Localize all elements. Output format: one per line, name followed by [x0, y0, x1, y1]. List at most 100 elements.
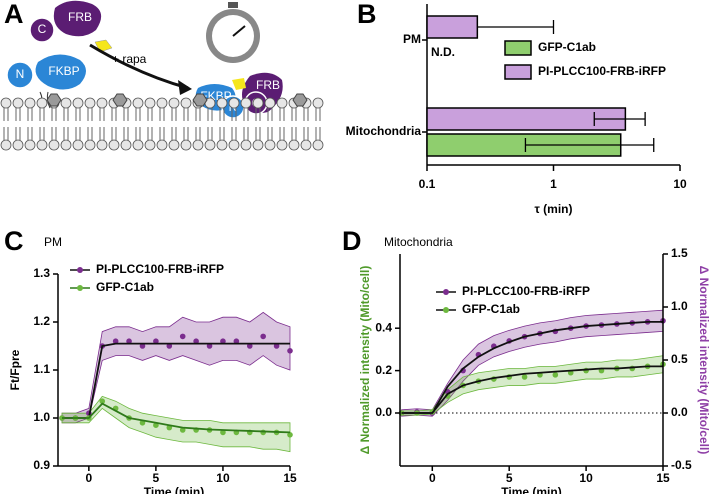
- lipid-head: [72, 139, 84, 151]
- lipid-head: [24, 97, 36, 109]
- data-point: [233, 338, 240, 345]
- x-axis-label: Time (min): [144, 485, 204, 494]
- data-point: [139, 343, 146, 349]
- lipid-head: [204, 139, 216, 151]
- data-point: [521, 374, 528, 380]
- lipid-head: [192, 139, 204, 151]
- y2-tick-label: 1.0: [671, 299, 688, 313]
- lipid-head: [72, 97, 84, 109]
- fit-line: [62, 342, 290, 419]
- lipid-head: [132, 97, 144, 109]
- data-point: [193, 338, 199, 345]
- x-tick-label: 15: [656, 471, 670, 485]
- y2-tick-label: 0.0: [671, 405, 688, 419]
- lipid-head: [0, 139, 12, 151]
- arrow-head: [178, 80, 192, 95]
- data-point: [260, 333, 266, 340]
- diagram-label: FRB: [68, 10, 92, 24]
- lipid-head: [252, 139, 264, 151]
- x-tick-label: 5: [506, 471, 513, 485]
- data-point: [220, 429, 226, 436]
- data-point: [206, 343, 213, 349]
- y-tick-label: 1.1: [33, 362, 50, 376]
- x-tick-label: 15: [283, 471, 297, 485]
- y2-tick-label: 0.5: [671, 352, 688, 366]
- chart-title: Mitochondria: [384, 235, 453, 249]
- lipid-head: [216, 139, 228, 151]
- lipid-head: [132, 139, 144, 151]
- lipid-head: [288, 139, 300, 151]
- legend-label: GFP-C1ab: [538, 40, 596, 54]
- x-tick-label: 0: [86, 471, 93, 485]
- lipid-head: [276, 97, 288, 109]
- lipid-head: [96, 97, 108, 109]
- legend-label: GFP-C1ab: [96, 280, 154, 294]
- x-tick-label: 10: [673, 177, 687, 191]
- x-axis-label: τ (min): [534, 202, 572, 216]
- lipid-head: [276, 139, 288, 151]
- legend-swatch: [504, 64, 532, 80]
- y-axis-label: Ft/Fpre: [8, 349, 22, 390]
- lipid-head: [228, 97, 240, 109]
- stopwatch-crown: [228, 2, 238, 8]
- confidence-band: [401, 355, 664, 416]
- legend-marker: [443, 289, 449, 295]
- x-tick-label: 10: [579, 471, 593, 485]
- data-point: [112, 338, 119, 345]
- diagram-label: FKBP: [48, 64, 79, 78]
- y-tick-label: 0.2: [375, 363, 392, 377]
- x-tick-label: 0: [429, 471, 436, 485]
- lipid-head: [120, 139, 132, 151]
- panel-label: D: [342, 226, 362, 256]
- data-point: [552, 372, 559, 378]
- data-point: [126, 338, 132, 345]
- lipid-head: [264, 97, 276, 109]
- fit-line: [62, 402, 291, 434]
- x-tick-label: 5: [153, 471, 160, 485]
- lipid-head: [96, 139, 108, 151]
- lipid-head: [84, 97, 96, 109]
- lipid-head: [156, 97, 168, 109]
- pip-head: [292, 93, 308, 107]
- diagram-label: C: [38, 22, 47, 36]
- y-tick-label: 1.0: [33, 410, 50, 424]
- legend-label: GFP-C1ab: [462, 302, 520, 316]
- data-point: [166, 343, 173, 349]
- pip-head: [112, 93, 128, 107]
- legend-label: PI-PLCC100-FRB-iRFP: [538, 64, 666, 78]
- y-axis-label: Δ Normalized intensity (Mito/cell): [358, 266, 372, 455]
- confidence-band: [61, 311, 291, 424]
- x-tick-label: 10: [216, 471, 230, 485]
- lipid-head: [36, 139, 48, 151]
- lipid-head: [60, 139, 72, 151]
- lipid-head: [60, 97, 72, 109]
- membrane: [0, 93, 324, 151]
- lipid-head: [252, 97, 264, 109]
- data-point: [99, 398, 106, 405]
- panel-a: A C FRB N FKBP + rapa FKBP FRB N C: [0, 0, 324, 151]
- lipid-head: [264, 139, 276, 151]
- y-tick-label: 0.9: [33, 458, 50, 472]
- lipid-head: [168, 139, 180, 151]
- lipid-head: [168, 97, 180, 109]
- panel-label: C: [4, 226, 24, 256]
- y-tick-label: 0.4: [375, 320, 392, 334]
- lipid-head: [240, 97, 252, 109]
- x-tick-label: 0.1: [419, 177, 436, 191]
- lipid-head: [12, 139, 24, 151]
- legend-swatch: [504, 40, 532, 56]
- lipid-head: [312, 97, 324, 109]
- data-point: [287, 432, 293, 438]
- lipid-head: [216, 97, 228, 109]
- data-point: [273, 343, 280, 349]
- panel-label: B: [357, 0, 377, 29]
- lipid-head: [108, 139, 120, 151]
- y-tick-label: 0.0: [375, 405, 392, 419]
- legend-marker: [77, 267, 83, 273]
- frb-shape: [53, 0, 102, 37]
- pip-head: [192, 93, 208, 107]
- data-point: [220, 338, 226, 345]
- lipid-head: [12, 97, 24, 109]
- fit-line: [401, 320, 663, 414]
- y-tick-label: 1.3: [33, 266, 50, 280]
